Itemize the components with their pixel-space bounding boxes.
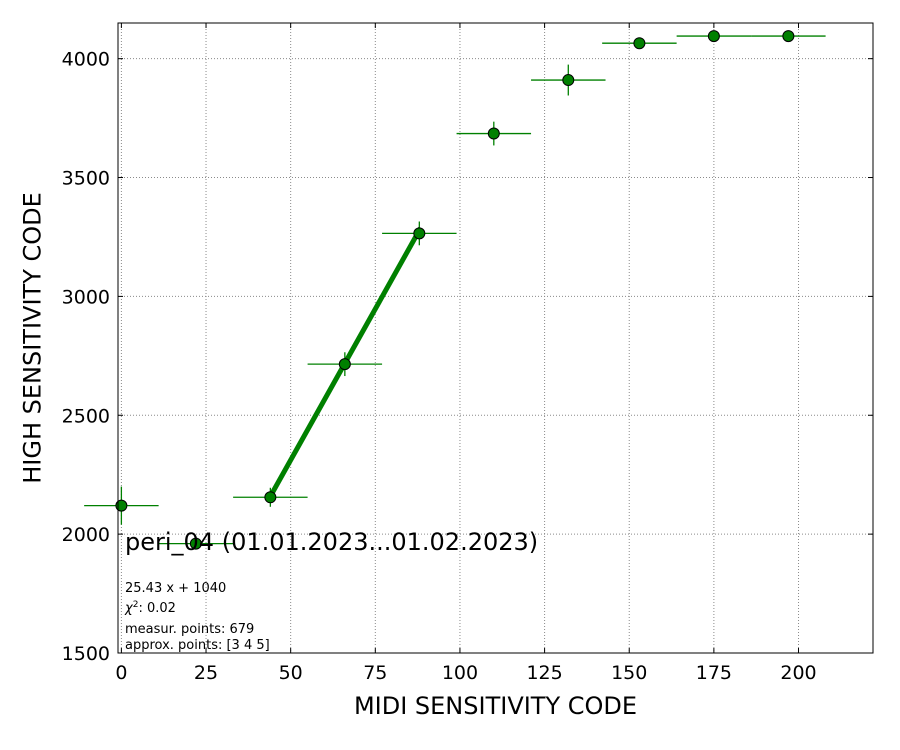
y-tick-label: 3500 [62, 168, 110, 190]
x-tick-label: 25 [194, 662, 218, 684]
x-tick-label: 125 [526, 662, 562, 684]
data-point [562, 74, 575, 87]
x-tick-label: 175 [696, 662, 732, 684]
x-tick-label: 150 [611, 662, 647, 684]
annotation-chi2: χ2: 0.02 [124, 600, 176, 616]
data-point [487, 127, 500, 140]
data-points [115, 30, 795, 550]
annotation-approx-points: approx. points: [3 4 5] [125, 638, 270, 653]
data-point [264, 491, 277, 504]
ticks: 0 25 50 75 100 125 150 175 200 1500 2000 2500 3000 35… [62, 23, 873, 684]
data-point [115, 499, 128, 512]
y-tick-label: 3000 [62, 286, 110, 308]
x-tick-label: 100 [442, 662, 478, 684]
y-tick-label: 2500 [62, 405, 110, 427]
data-point [782, 30, 795, 43]
annotation-measur-points: measur. points: 679 [125, 622, 254, 637]
annotation-title: peri_04 (01.01.2023...01.02.2023) [125, 528, 538, 556]
annotation-equation: 25.43 x + 1040 [125, 581, 226, 596]
x-tick-label: 200 [780, 662, 816, 684]
annotation-chi2-value: : 0.02 [138, 601, 175, 616]
x-tick-label: 75 [363, 662, 387, 684]
data-point [413, 227, 426, 240]
data-point [633, 37, 646, 50]
y-tick-label: 4000 [62, 49, 110, 71]
data-point [189, 537, 202, 550]
data-point [338, 358, 351, 371]
data-point [707, 30, 720, 43]
plot-frame [117, 22, 874, 654]
grid [118, 23, 873, 654]
error-bars [84, 34, 826, 550]
y-axis-label: HIGH SENSITIVITY CODE [18, 192, 46, 484]
y-tick-label: 2000 [62, 524, 110, 546]
x-tick-label: 0 [115, 662, 127, 684]
y-tick-label: 1500 [62, 643, 110, 665]
x-tick-label: 50 [279, 662, 303, 684]
x-axis-label: MIDI SENSITIVITY CODE [354, 692, 637, 720]
